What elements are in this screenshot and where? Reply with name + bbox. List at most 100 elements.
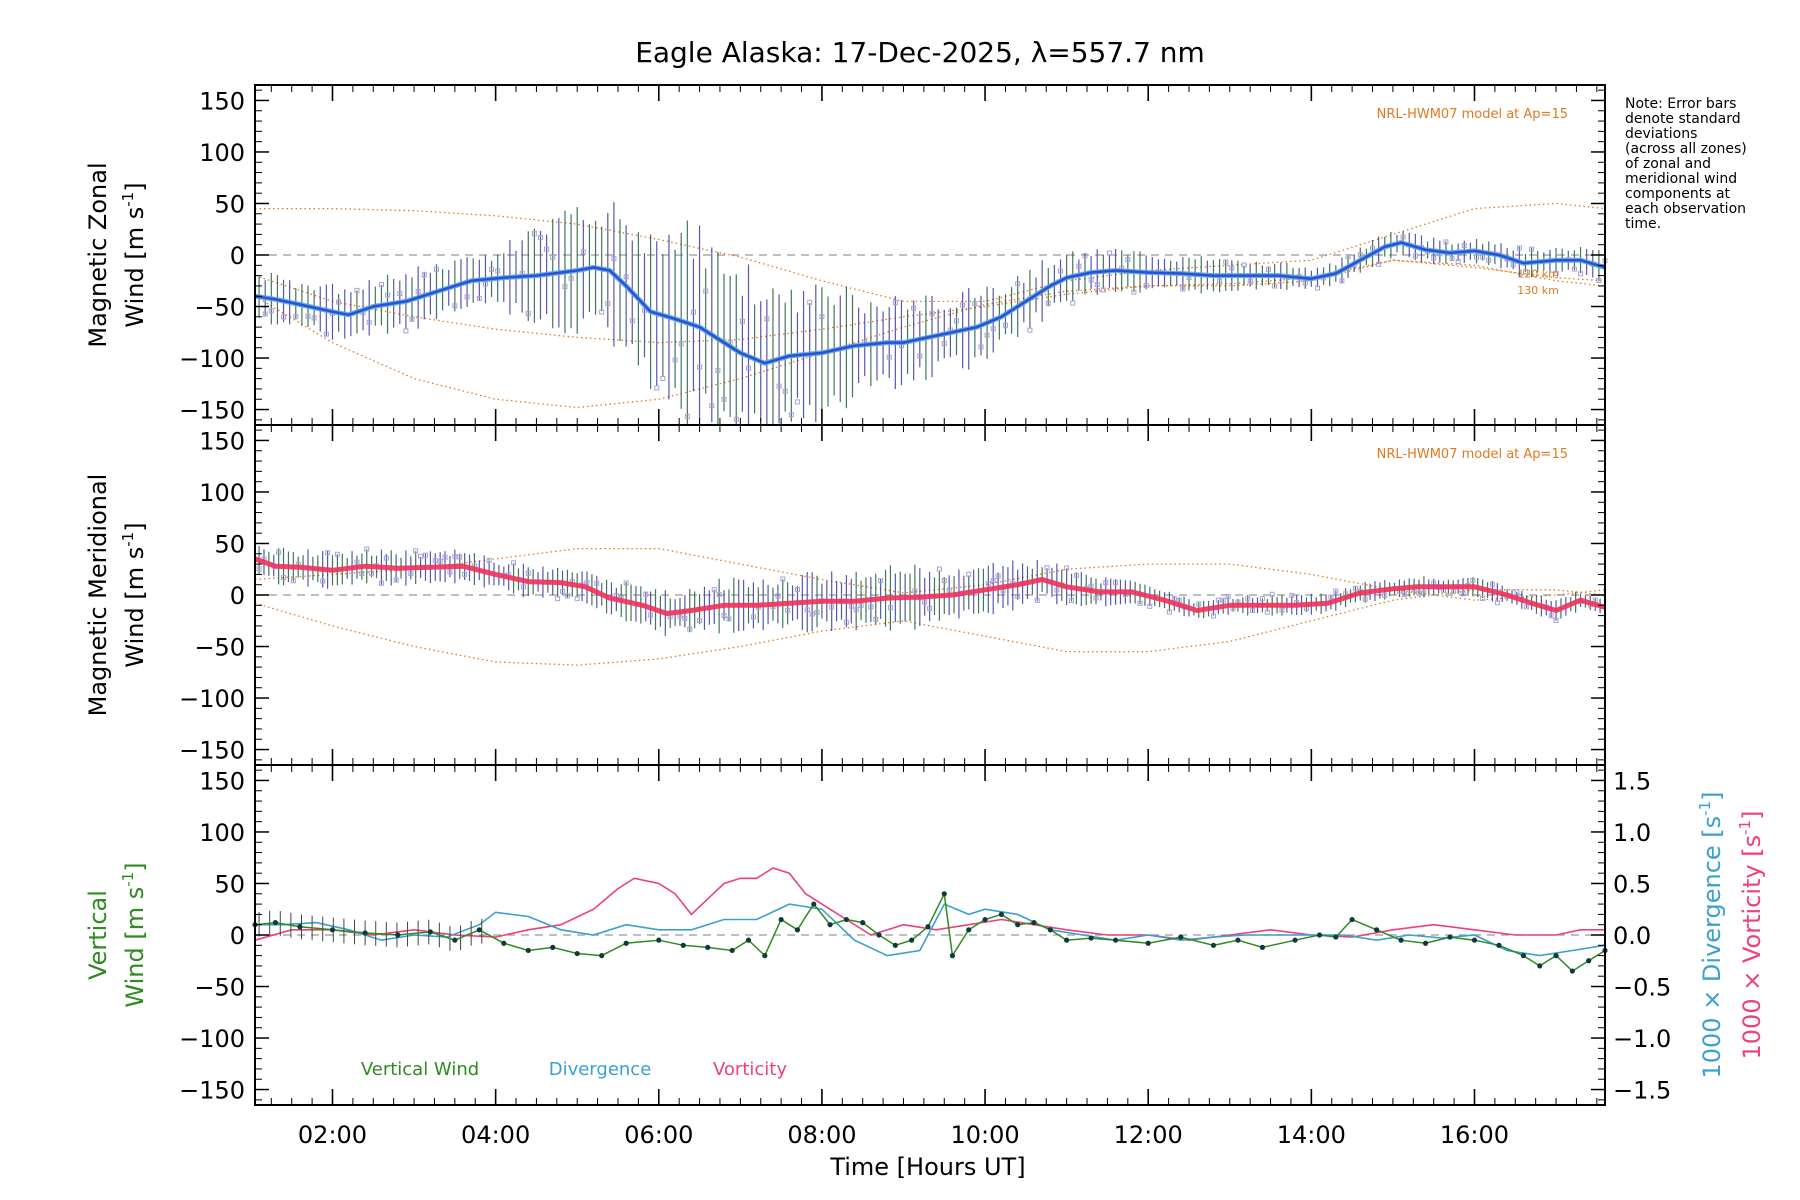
zone-sample-point — [1431, 255, 1437, 261]
zone-sample-point — [1266, 266, 1272, 272]
zone-sample-point — [489, 266, 495, 272]
model-curve — [254, 547, 1606, 601]
zone-sample-point — [1514, 589, 1520, 595]
y-tick-label: 150 — [199, 87, 245, 115]
zone-sample-point — [1241, 262, 1247, 268]
zone-sample-point — [555, 596, 561, 602]
zone-sample-point — [462, 571, 468, 577]
zone-sample-point — [564, 593, 570, 599]
zone-sample-point — [1171, 596, 1177, 602]
zone-sample-point — [531, 231, 537, 237]
zone-sample-point — [1210, 613, 1216, 619]
zone-sample-point — [268, 308, 274, 314]
zone-sample-point — [1064, 565, 1070, 571]
zone-sample-point — [393, 577, 399, 583]
zone-sample-point — [1489, 581, 1495, 587]
zone-sample-point — [320, 578, 326, 584]
note-line: time. — [1625, 216, 1662, 232]
vertical-wind-point — [1586, 958, 1592, 964]
zone-sample-point — [750, 614, 756, 620]
y-tick-label: 50 — [214, 190, 245, 218]
zone-sample-point — [1455, 258, 1461, 264]
x-tick-label: 10:00 — [950, 1121, 1019, 1149]
zone-sample-point — [1450, 589, 1456, 595]
vertical-wind-point — [656, 937, 662, 943]
zone-sample-point — [437, 559, 443, 565]
y-axis-label: Wind [m s-1] — [119, 522, 149, 667]
zone-sample-point — [476, 295, 482, 301]
zone-sample-point — [1093, 595, 1099, 601]
zone-sample-point — [364, 546, 370, 552]
y2-tick-label: 1.0 — [1613, 819, 1651, 847]
zone-sample-point — [520, 584, 526, 590]
vertical-wind-point — [949, 953, 956, 959]
zone-sample-point — [1553, 617, 1559, 623]
zone-sample-point — [716, 591, 722, 597]
zone-sample-point — [560, 588, 566, 594]
zone-sample-point — [1027, 327, 1033, 333]
note-line: (across all zones) — [1625, 141, 1747, 157]
vertical-wind-point — [1471, 937, 1478, 943]
vertical-wind-point — [680, 942, 686, 948]
vertical-wind-point — [982, 916, 988, 923]
zone-sample-point — [486, 557, 492, 563]
x-tick-label: 14:00 — [1277, 1121, 1346, 1149]
zone-sample-point — [1229, 265, 1235, 271]
zone-sample-point — [941, 341, 947, 347]
meridional-wind-line — [254, 556, 1606, 616]
vertical-wind-point — [574, 950, 580, 957]
y-tick-label: 150 — [199, 767, 245, 795]
vertical-wind-point — [1292, 937, 1298, 943]
zone-sample-point — [1443, 239, 1449, 245]
zone-sample-point — [409, 316, 415, 322]
zone-sample-point — [383, 555, 389, 561]
zone-sample-point — [1352, 585, 1358, 591]
zone-sample-point — [912, 588, 918, 594]
zone-sample-point — [868, 604, 874, 610]
zone-sample-point — [954, 318, 960, 324]
zone-sample-point — [421, 272, 427, 278]
zone-sample-point — [623, 274, 629, 280]
zone-sample-point — [1100, 287, 1106, 293]
vertical-wind-point — [427, 929, 433, 935]
zone-sample-point — [785, 607, 791, 613]
zone-sample-point — [354, 287, 360, 293]
zone-sample-point — [853, 607, 859, 613]
zone-sample-point — [929, 311, 935, 317]
zone-sample-point — [422, 552, 428, 558]
zone-sample-point — [1421, 590, 1427, 596]
zone-sample-point — [584, 580, 590, 586]
zone-sample-point — [1400, 234, 1406, 240]
note-line: denote standard — [1625, 111, 1741, 127]
zone-sample-point — [378, 282, 384, 288]
zone-sample-point — [1461, 242, 1467, 248]
zone-sample-point — [678, 341, 684, 347]
zone-sample-point — [305, 313, 311, 319]
zone-sample-point — [281, 314, 287, 320]
zone-sample-point — [495, 268, 501, 274]
y-axis-label: Wind [m s-1] — [119, 182, 149, 327]
vertical-wind-point — [1259, 944, 1266, 950]
zone-sample-point — [1015, 593, 1021, 599]
y-tick-label: −50 — [194, 294, 245, 322]
zone-sample-point — [995, 573, 1001, 579]
zone-sample-point — [1045, 300, 1051, 306]
zone-sample-point — [764, 316, 770, 322]
zone-sample-point — [1044, 565, 1050, 571]
zone-sample-point — [887, 605, 893, 611]
zone-sample-point — [684, 413, 690, 419]
zone-sample-point — [385, 292, 391, 298]
vertical-wind-point — [1553, 953, 1559, 959]
vertical-wind-point — [843, 916, 849, 923]
zone-sample-point — [1529, 246, 1535, 252]
zone-sample-point — [413, 548, 419, 554]
model-curve — [254, 589, 1606, 666]
vertical-wind-point — [1447, 934, 1453, 940]
zone-sample-point — [873, 616, 879, 622]
vertical-wind-point — [1031, 920, 1037, 926]
zone-sample-point — [776, 383, 782, 389]
vertical-wind-point — [1316, 932, 1323, 938]
y-tick-label: 50 — [214, 530, 245, 558]
zone-sample-point — [464, 294, 470, 300]
zone-sample-point — [290, 578, 296, 584]
